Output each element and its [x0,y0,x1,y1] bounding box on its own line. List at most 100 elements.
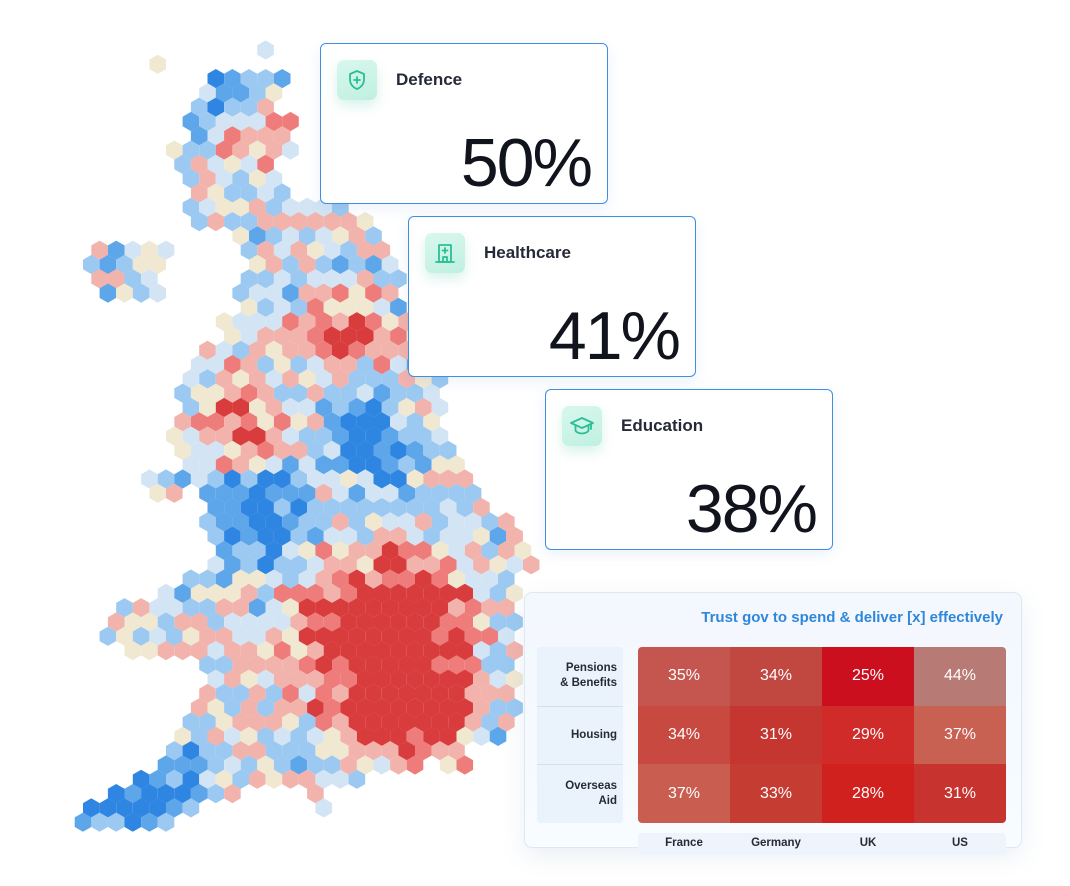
hex-cell [381,655,399,675]
hex-cell [332,340,349,360]
hex-cell [439,526,457,546]
hex-cell [249,683,266,704]
hex-cell [273,583,291,603]
hex-cell [323,755,341,775]
hex-cell [381,712,399,732]
hex-cell [257,269,274,289]
hex-cell [415,741,432,761]
hex-cell [456,726,474,746]
hex-cell [224,326,241,346]
hex-cell [282,397,299,418]
hex-cell [265,369,283,389]
hex-cell [190,698,208,718]
hex-cell [307,555,324,575]
hex-cell [481,569,498,589]
hex-cell [107,269,125,289]
hex-cell [290,355,308,375]
hex-cell [99,283,117,303]
hex-cell [273,355,291,375]
hex-cell [141,469,158,489]
hex-cell [473,498,490,518]
hex-cell [240,498,258,518]
hex-cell [166,598,183,618]
heatmap-cell: 44% [914,647,1006,706]
hex-cell [315,369,332,389]
hex-cell [464,483,482,503]
hex-cell [307,755,324,775]
hex-cell [456,498,474,518]
hex-cell [265,397,283,418]
hex-cell [157,469,175,489]
hex-cell [323,612,341,632]
hex-cell [240,726,258,746]
card-value: 38% [685,471,818,547]
hex-cell [365,683,382,704]
hex-cell [182,369,200,389]
hex-cell [290,412,308,432]
hex-cell [423,726,440,746]
hex-cell [224,612,241,632]
hex-cell [332,598,349,618]
hex-cell [315,712,332,732]
hex-cell [240,154,258,174]
hex-cell [249,312,266,332]
hex-cell [398,540,415,561]
hex-cell [390,383,407,403]
heatmap-cell: 28% [822,764,914,823]
hex-cell [390,583,407,603]
hex-cell [298,598,316,618]
hex-cell [423,498,440,518]
hex-cell [257,669,274,689]
hex-cell [166,769,183,789]
hex-cell [390,698,407,718]
hex-cell [232,598,249,618]
hex-cell [290,555,308,575]
row-label: Overseas Aid [565,779,617,807]
hex-cell [207,383,225,403]
hex-cell [273,183,291,203]
hex-cell [273,240,291,260]
hex-cell [356,412,374,432]
hex-cell [182,712,200,732]
hex-cell [356,669,374,689]
hex-cell [149,283,166,303]
hex-cell [190,641,208,661]
hex-cell [332,655,349,675]
row-label: Pensions & Benefits [560,662,617,690]
hex-cell [332,540,349,561]
hex-cell [249,140,266,160]
hex-cell [174,784,191,804]
hex-cell [132,598,150,618]
hex-cell [207,583,225,603]
hex-cell [307,326,324,346]
hex-cell [232,683,249,704]
hex-cell [240,126,258,146]
hex-cell [489,612,507,632]
hex-cell [116,254,133,275]
hex-cell [406,641,424,661]
hex-cell [240,583,258,603]
hex-cell [215,169,233,189]
hex-cell [448,683,465,704]
hex-cell [431,683,449,704]
hex-cell [332,254,349,275]
hex-cell [182,455,200,475]
hex-cell [257,726,274,746]
hex-cell [498,512,515,532]
hex-cell [423,669,440,689]
hex-cell [141,641,158,661]
hex-cell [381,254,399,275]
hex-cell [298,483,316,503]
hex-cell [249,369,266,389]
hex-cell [199,598,216,618]
hex-cell [224,555,241,575]
hex-cell [182,569,200,589]
hex-cell [373,526,391,546]
hex-cell [282,312,299,332]
hex-cell [141,812,158,832]
hex-cell [282,483,299,503]
hex-cell [323,440,341,460]
hex-cell [265,169,283,189]
hex-cell [423,555,440,575]
hex-cell [332,397,349,418]
